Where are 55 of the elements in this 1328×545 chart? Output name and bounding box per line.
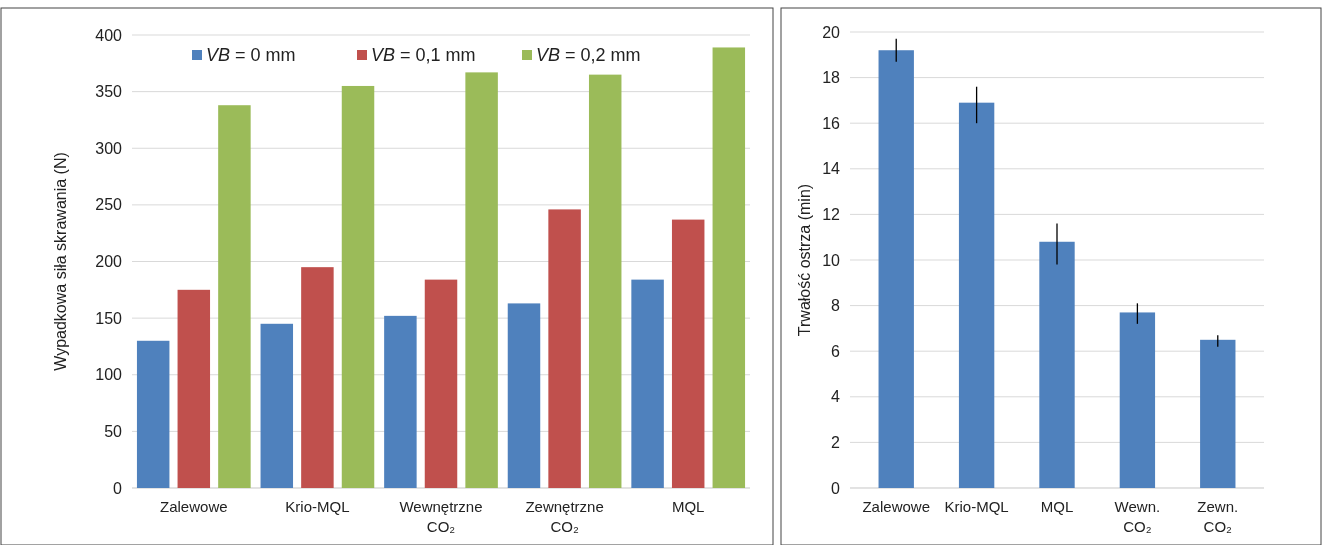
y-tick-label: 100 [95,366,123,384]
bar [671,219,705,488]
x-tick-label: MQL [1040,498,1074,515]
y-tick-label: 8 [831,297,841,315]
y-tick-label: 16 [822,114,841,132]
bar [260,323,294,488]
x-tick-label: Krio-MQL [944,498,1009,515]
bar [878,50,914,488]
bar [1200,339,1236,488]
y-tick-label: 20 [822,23,841,41]
bar [631,279,664,488]
y-tick-label: 12 [822,206,841,223]
x-tick-label: Wewnętrzne CO₂ [399,498,483,535]
y-tick-label: 250 [95,196,123,214]
bar [507,303,541,488]
bar [548,209,581,488]
x-tick-label: Zalewowe [862,498,930,515]
legend-label: VB = 0,2 mm [536,45,641,66]
y-tick-label: 50 [104,422,123,440]
y-tick-label: 350 [95,83,123,101]
y-tick-label: 0 [831,479,841,497]
bar [1119,312,1156,488]
x-tick-label: Krio-MQL [285,498,350,515]
bar [384,315,417,488]
y-tick-label: 150 [95,309,123,327]
x-tick-label: Wewn. CO₂ [1114,498,1161,535]
bar [1039,241,1075,488]
y-tick-label: 4 [831,388,841,406]
legend-label: VB = 0,1 mm [371,45,476,66]
y-tick-label: 18 [822,69,841,87]
x-tick-label: Zalewowe [160,498,228,515]
y-tick-label: 200 [95,253,123,271]
y-axis-title: Wypadkowa siła skrawania (N) [52,152,69,371]
y-tick-label: 2 [831,434,841,451]
x-tick-label: Zewnętrzne CO₂ [525,498,604,535]
bar [218,105,251,488]
y-axis-title: Trwałość ostrza (min) [796,183,813,337]
y-tick-label: 400 [95,26,123,44]
bar [424,279,458,488]
x-tick-label: MQL [671,498,705,515]
bar [136,340,170,488]
bar [958,102,995,488]
legend-label: VB = 0 mm [206,45,296,66]
bar [301,267,334,488]
bar [712,47,746,488]
y-tick-label: 6 [831,342,841,360]
y-tick-label: 10 [822,251,841,269]
y-tick-label: 0 [113,479,123,497]
bar [341,85,375,488]
x-tick-label: Zewn. CO₂ [1197,498,1239,535]
y-tick-label: 14 [822,160,841,178]
y-tick-label: 300 [95,139,123,157]
bar [177,289,211,488]
bar [588,74,622,488]
bar [465,72,498,488]
